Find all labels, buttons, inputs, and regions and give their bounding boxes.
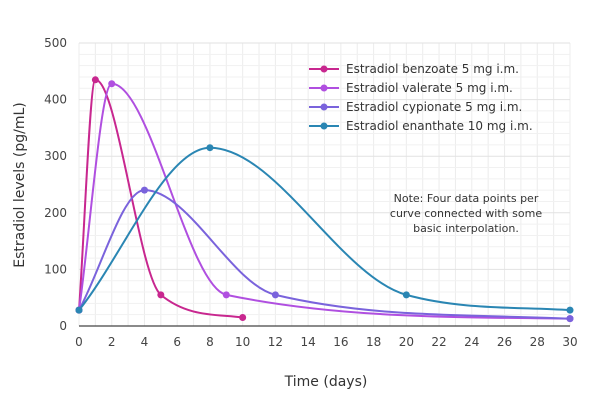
series-4-point xyxy=(566,306,574,314)
series-1-legend-marker xyxy=(320,65,328,73)
note-line: basic interpolation. xyxy=(413,222,519,235)
series-2-point xyxy=(108,80,116,88)
series-2-point xyxy=(222,291,230,299)
x-tick-label: 22 xyxy=(431,335,446,349)
x-tick-label: 28 xyxy=(530,335,545,349)
x-tick-label: 10 xyxy=(235,335,250,349)
x-tick-label: 4 xyxy=(141,335,149,349)
axes: 0 2 4 6 8 10 12 14 16 18 20 22 24 26 28 300100200300400… xyxy=(44,36,578,349)
note-line: Note: Four data points per xyxy=(394,192,539,205)
x-tick-label: 20 xyxy=(399,335,414,349)
series-4-legend-marker xyxy=(320,122,328,130)
y-tick-label: 100 xyxy=(44,262,67,276)
series-3-point xyxy=(271,291,279,299)
series-4-legend-label: Estradiol enanthate 10 mg i.m. xyxy=(346,119,533,133)
x-tick-label: 0 xyxy=(75,335,83,349)
y-tick-label: 0 xyxy=(59,319,67,333)
y-tick-label: 200 xyxy=(44,206,67,220)
note-line: curve connected with some xyxy=(390,207,542,220)
series-lines xyxy=(78,78,571,320)
y-tick-label: 300 xyxy=(44,149,67,163)
x-tick-label: 18 xyxy=(366,335,381,349)
series-3-legend-marker xyxy=(320,103,328,111)
series-3-point xyxy=(140,186,148,194)
legend: Estradiol benzoate 5 mg i.m. Estradiol va… xyxy=(309,62,533,133)
series-3-line xyxy=(78,189,571,320)
series-3-legend-label: Estradiol cypionate 5 mg i.m. xyxy=(346,100,522,114)
grid xyxy=(78,42,571,327)
series-2-legend-marker xyxy=(320,84,328,92)
series-4-line xyxy=(78,146,571,312)
x-tick-label: 8 xyxy=(206,335,214,349)
x-tick-label: 14 xyxy=(300,335,315,349)
x-tick-label: 2 xyxy=(108,335,116,349)
y-tick-label: 400 xyxy=(44,93,67,107)
y-tick-label: 500 xyxy=(44,36,67,50)
series-markers xyxy=(75,76,574,323)
note-annotation: Note: Four data points per curve connecte… xyxy=(390,192,542,235)
x-tick-label: 6 xyxy=(173,335,181,349)
x-tick-label: 26 xyxy=(497,335,512,349)
series-4-point xyxy=(206,144,214,152)
x-tick-label: 24 xyxy=(464,335,479,349)
x-axis-title: Time (days) xyxy=(284,374,368,390)
series-4-point xyxy=(402,291,410,299)
series-1-point xyxy=(91,76,99,84)
x-tick-label: 30 xyxy=(562,335,577,349)
series-1-point xyxy=(239,314,247,322)
series-4-point xyxy=(75,306,83,314)
series-2-legend-label: Estradiol valerate 5 mg i.m. xyxy=(346,81,513,95)
x-tick-label: 12 xyxy=(268,335,283,349)
x-tick-label: 16 xyxy=(333,335,348,349)
series-3-point xyxy=(566,315,574,323)
series-1-point xyxy=(157,291,165,299)
series-1-legend-label: Estradiol benzoate 5 mg i.m. xyxy=(346,62,519,76)
y-axis-title: Estradiol levels (pg/mL) xyxy=(12,102,28,268)
series-2-line xyxy=(78,82,571,320)
series-1-line xyxy=(78,78,243,319)
